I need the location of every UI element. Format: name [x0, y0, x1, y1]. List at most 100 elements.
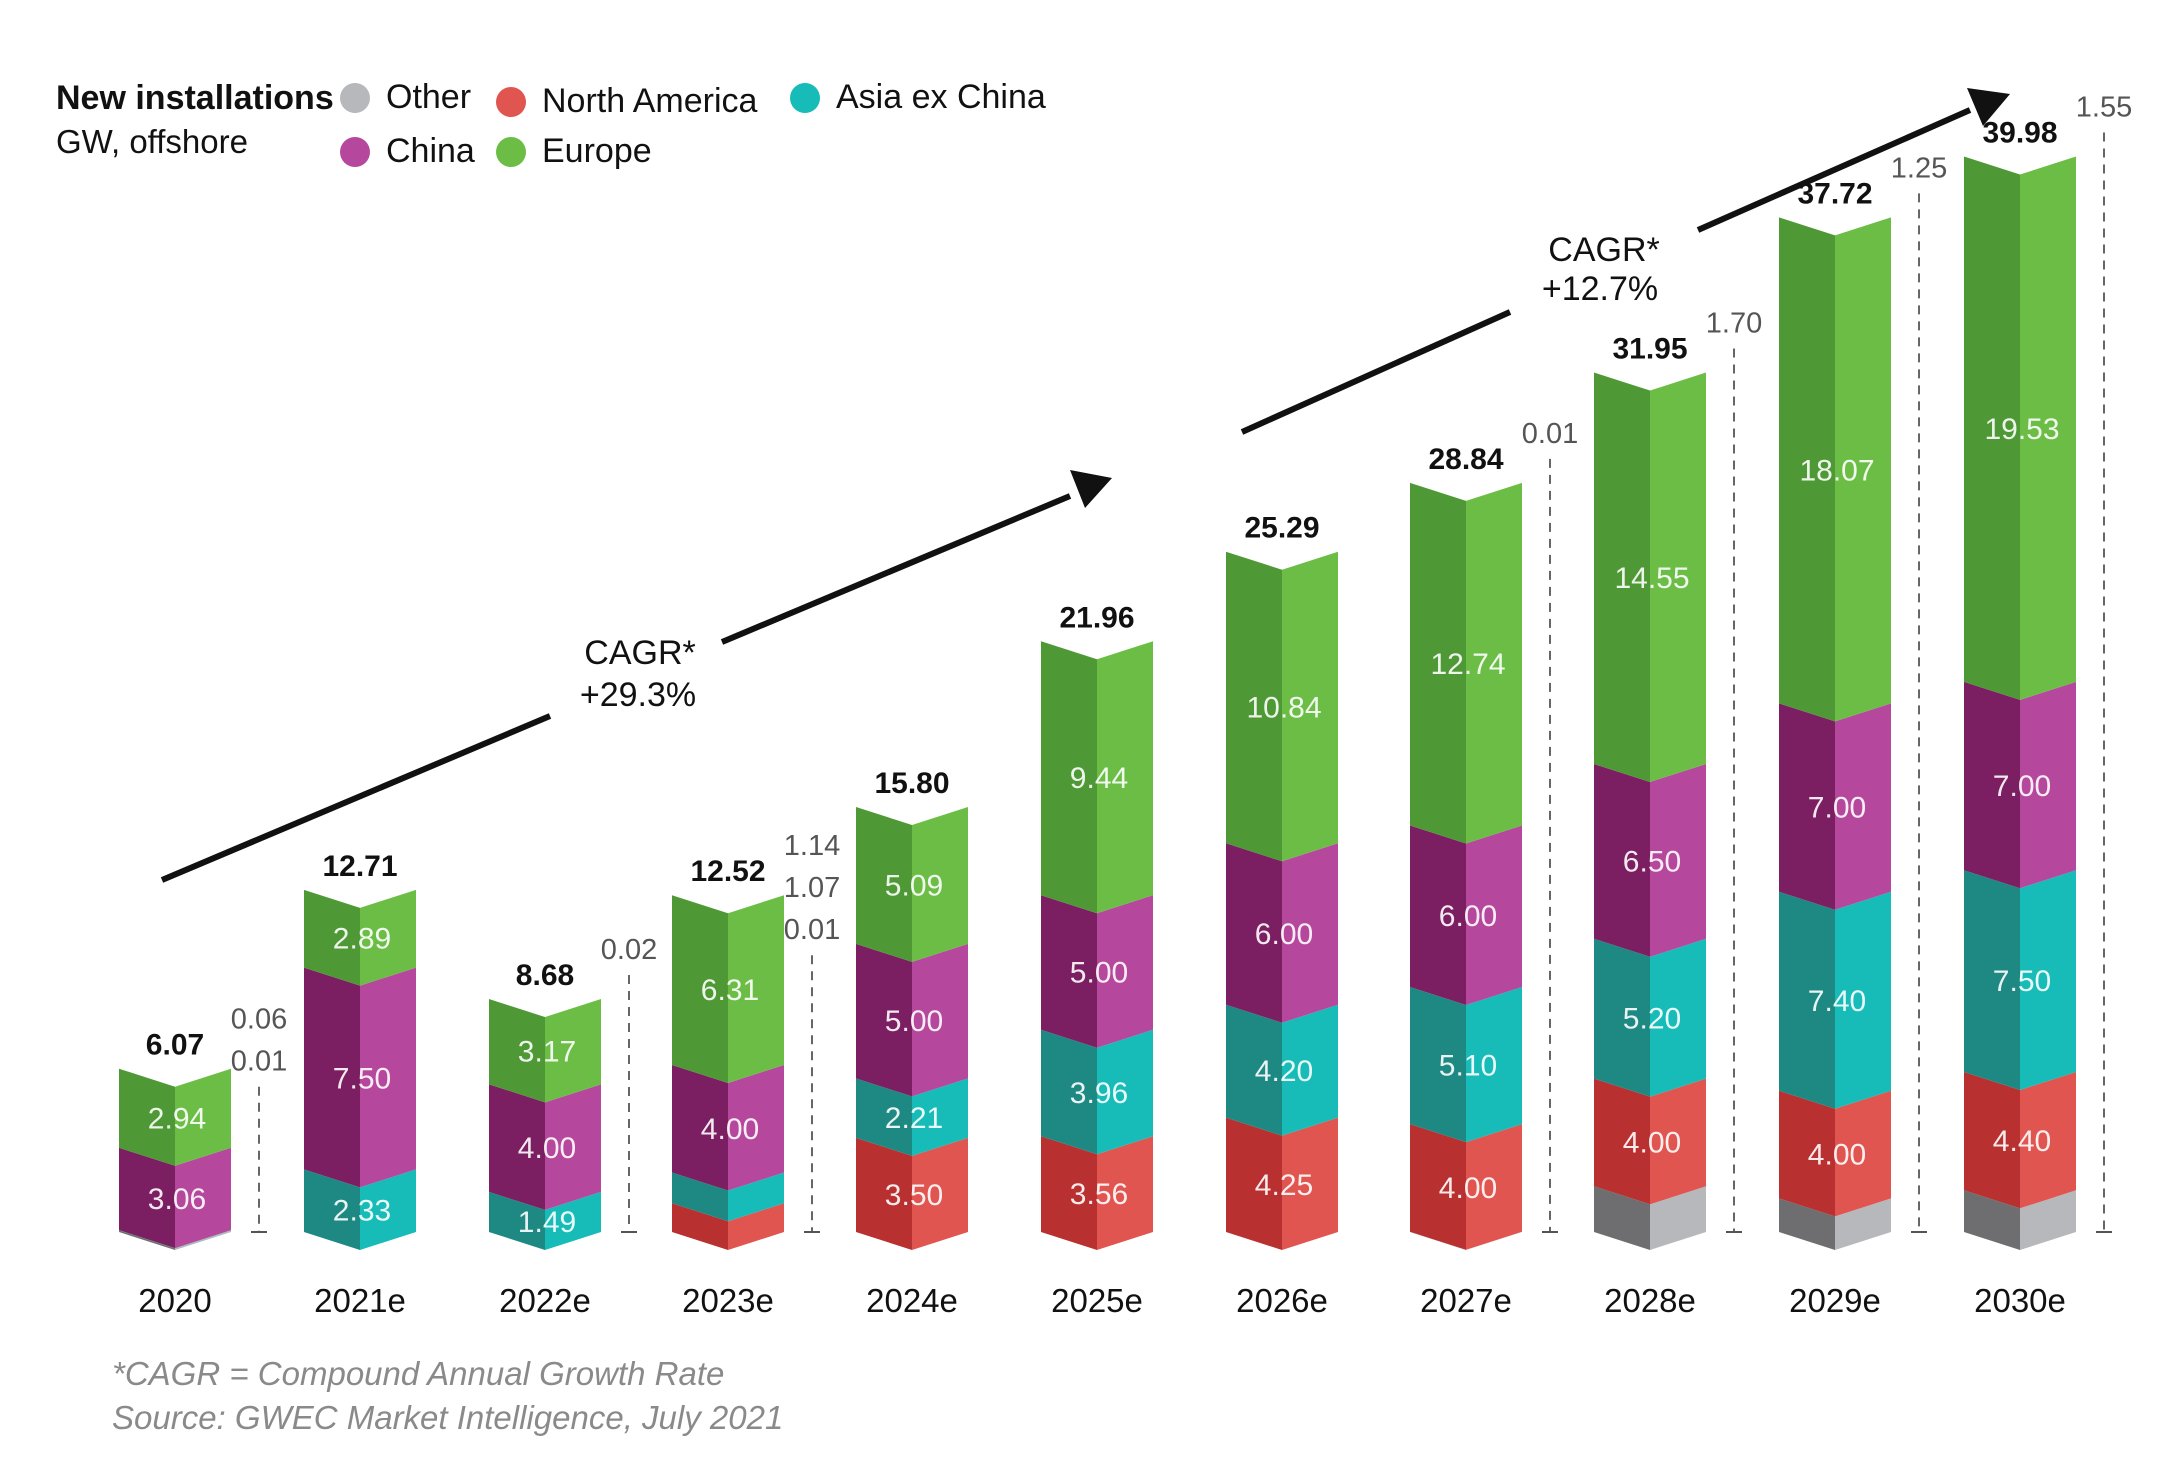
segment-label-china-2026e: 6.00: [1255, 918, 1313, 951]
bar-2027e: 4.00 5.10 6.00 12.74 28.84 2027e 0.01: [1410, 418, 1578, 1319]
segment-label-north-america-2027e: 4.00: [1439, 1172, 1497, 1205]
segment-asia-ex-china-2027e-right-face: [1466, 986, 1522, 1143]
segment-label-asia-ex-china-2030e: 7.50: [1993, 965, 2051, 998]
segment-label-europe-2022e: 3.17: [518, 1036, 576, 1069]
category-label-2023e: 2023e: [682, 1282, 774, 1319]
legend-swatch-china: [340, 136, 370, 167]
legend-swatch-europe: [496, 136, 526, 167]
side-label-2022e-0: 0.02: [601, 934, 657, 966]
segment-label-north-america-2026e: 4.25: [1255, 1169, 1313, 1202]
footnote: *CAGR = Compound Annual Growth Rate Sour…: [112, 1352, 783, 1440]
segment-europe-2024e-right-face: [912, 806, 968, 962]
segment-label-europe-2024e: 5.09: [885, 869, 943, 902]
segment-china-2025e-right-face: [1097, 895, 1153, 1048]
bar-total-2025e: 21.96: [1059, 601, 1134, 634]
cagr-arrow-2-upper: [1696, 107, 1972, 233]
segment-label-north-america-2025e: 3.56: [1070, 1178, 1128, 1211]
segment-other-2029e-right-face: [1835, 1198, 1891, 1250]
segment-china-2025e-left-face: [1041, 895, 1097, 1048]
footnote-cagr: *CAGR = Compound Annual Growth Rate: [112, 1355, 725, 1392]
segment-asia-ex-china-2024e-left-face: [856, 1078, 912, 1156]
footnote-source: Source: GWEC Market Intelligence, July 2…: [112, 1399, 784, 1436]
segment-china-2028e-right-face: [1650, 763, 1706, 957]
segment-north-america-2029e-right-face: [1835, 1090, 1891, 1217]
segment-europe-2030e-left-face: [1964, 156, 2020, 700]
segment-china-2022e-right-face: [545, 1084, 601, 1210]
segment-north-america-2027e-right-face: [1466, 1124, 1522, 1250]
segment-label-china-2021e: 7.50: [333, 1062, 391, 1095]
segment-china-2028e-left-face: [1594, 763, 1650, 957]
segment-asia-ex-china-2020-right-face: [175, 1230, 231, 1249]
legend-item-other: Other: [340, 78, 471, 117]
segment-north-america-2023e-left-face: [672, 1203, 728, 1250]
segment-label-north-america-2024e: 3.50: [885, 1179, 943, 1212]
bar-2025e: 3.56 3.96 5.00 9.44 21.96 2025e: [1041, 601, 1153, 1319]
bar-total-2020: 6.07: [146, 1029, 204, 1062]
bar-2024e: 3.50 2.21 5.00 5.09 15.80 2024e: [856, 767, 968, 1319]
segment-europe-2024e-left-face: [856, 806, 912, 962]
category-label-2030e: 2030e: [1974, 1282, 2066, 1319]
segment-label-china-2020: 3.06: [148, 1183, 206, 1216]
segment-europe-2020-left-face: [119, 1068, 175, 1166]
legend-swatch-asia-ex-china: [790, 82, 820, 113]
cagr-arrow-1-head: [1070, 470, 1112, 508]
bar-total-2026e: 25.29: [1244, 512, 1319, 545]
segment-north-america-2028e-right-face: [1650, 1078, 1706, 1205]
side-label-2030e-0: 1.55: [2076, 92, 2132, 124]
segment-other-2027e-right-face: [1466, 1231, 1522, 1250]
segment-north-america-2024e-left-face: [856, 1137, 912, 1250]
segment-north-america-2029e-left-face: [1779, 1090, 1835, 1217]
segment-china-2026e-left-face: [1226, 843, 1282, 1023]
segment-europe-2025e-right-face: [1097, 641, 1153, 914]
segment-other-2020-right-face: [175, 1230, 231, 1250]
side-label-2028e-0: 1.70: [1706, 308, 1762, 340]
cagr-2-value: +12.7%: [1542, 270, 1658, 308]
segment-label-china-2025e: 5.00: [1070, 956, 1128, 989]
segment-asia-ex-china-2030e-left-face: [1964, 870, 2020, 1090]
segment-china-2021e-right-face: [360, 967, 416, 1188]
category-label-2028e: 2028e: [1604, 1282, 1696, 1319]
bar-2030e: 4.40 7.50 7.00 19.53 39.98 2030e 1.55: [1964, 92, 2132, 1319]
bar-2020: 3.06 2.94 6.07 2020 0.06 0.01: [119, 1004, 287, 1319]
side-label-2020-0: 0.06: [231, 1004, 287, 1036]
segment-asia-ex-china-2021e-right-face: [360, 1169, 416, 1250]
cagr-arrow-1-lower: [160, 713, 552, 883]
segment-asia-ex-china-2028e-right-face: [1650, 938, 1706, 1097]
segment-label-asia-ex-china-2024e: 2.21: [885, 1102, 943, 1135]
segment-label-europe-2029e: 18.07: [1799, 454, 1874, 487]
segment-other-2028e-left-face: [1594, 1186, 1650, 1250]
bar-2026e: 4.25 4.20 6.00 10.84 25.29 2026e: [1226, 512, 1338, 1319]
legend-label-china: China: [386, 132, 475, 170]
segment-label-europe-2021e: 2.89: [333, 923, 391, 956]
segment-europe-2030e-right-face: [2020, 156, 2076, 700]
side-label-2023e-1: 1.07: [784, 872, 840, 904]
segment-label-europe-2027e: 12.74: [1430, 648, 1505, 681]
bar-2021e: 2.33 7.50 2.89 12.71 2021e: [304, 850, 416, 1319]
segment-label-china-2027e: 6.00: [1439, 900, 1497, 933]
segment-china-2027e-left-face: [1410, 825, 1466, 1005]
segment-china-2029e-left-face: [1779, 703, 1835, 910]
bar-total-2021e: 12.71: [322, 850, 397, 883]
segment-europe-2026e-right-face: [1282, 551, 1338, 862]
segment-asia-ex-china-2023e-right-face: [728, 1172, 784, 1222]
segment-europe-2029e-right-face: [1835, 217, 1891, 722]
segment-north-america-2025e-left-face: [1041, 1136, 1097, 1250]
segment-north-america-2027e-left-face: [1410, 1124, 1466, 1250]
bar-2022e: 1.49 4.00 3.17 8.68 2022e 0.02: [489, 934, 657, 1319]
segment-label-china-2024e: 5.00: [885, 1005, 943, 1038]
bar-total-2030e: 39.98: [1982, 117, 2057, 150]
cagr-2-label: CAGR*: [1548, 231, 1659, 269]
segment-china-2030e-left-face: [1964, 681, 2020, 889]
segment-asia-ex-china-2021e-left-face: [304, 1169, 360, 1250]
category-label-2024e: 2024e: [866, 1282, 958, 1319]
legend-item-north-america: North America: [496, 82, 757, 121]
legend-label-north-america: North America: [542, 82, 758, 120]
legend-item-europe: Europe: [496, 132, 652, 171]
chart-header: New installations GW, offshore: [56, 76, 334, 164]
segment-china-2024e-right-face: [912, 943, 968, 1097]
segment-other-2029e-left-face: [1779, 1198, 1835, 1250]
legend-label-asia-ex-china: Asia ex China: [836, 78, 1046, 116]
segment-china-2030e-right-face: [2020, 681, 2076, 889]
segment-other-2020-left-face: [119, 1230, 175, 1250]
legend-swatch-north-america: [496, 86, 526, 117]
